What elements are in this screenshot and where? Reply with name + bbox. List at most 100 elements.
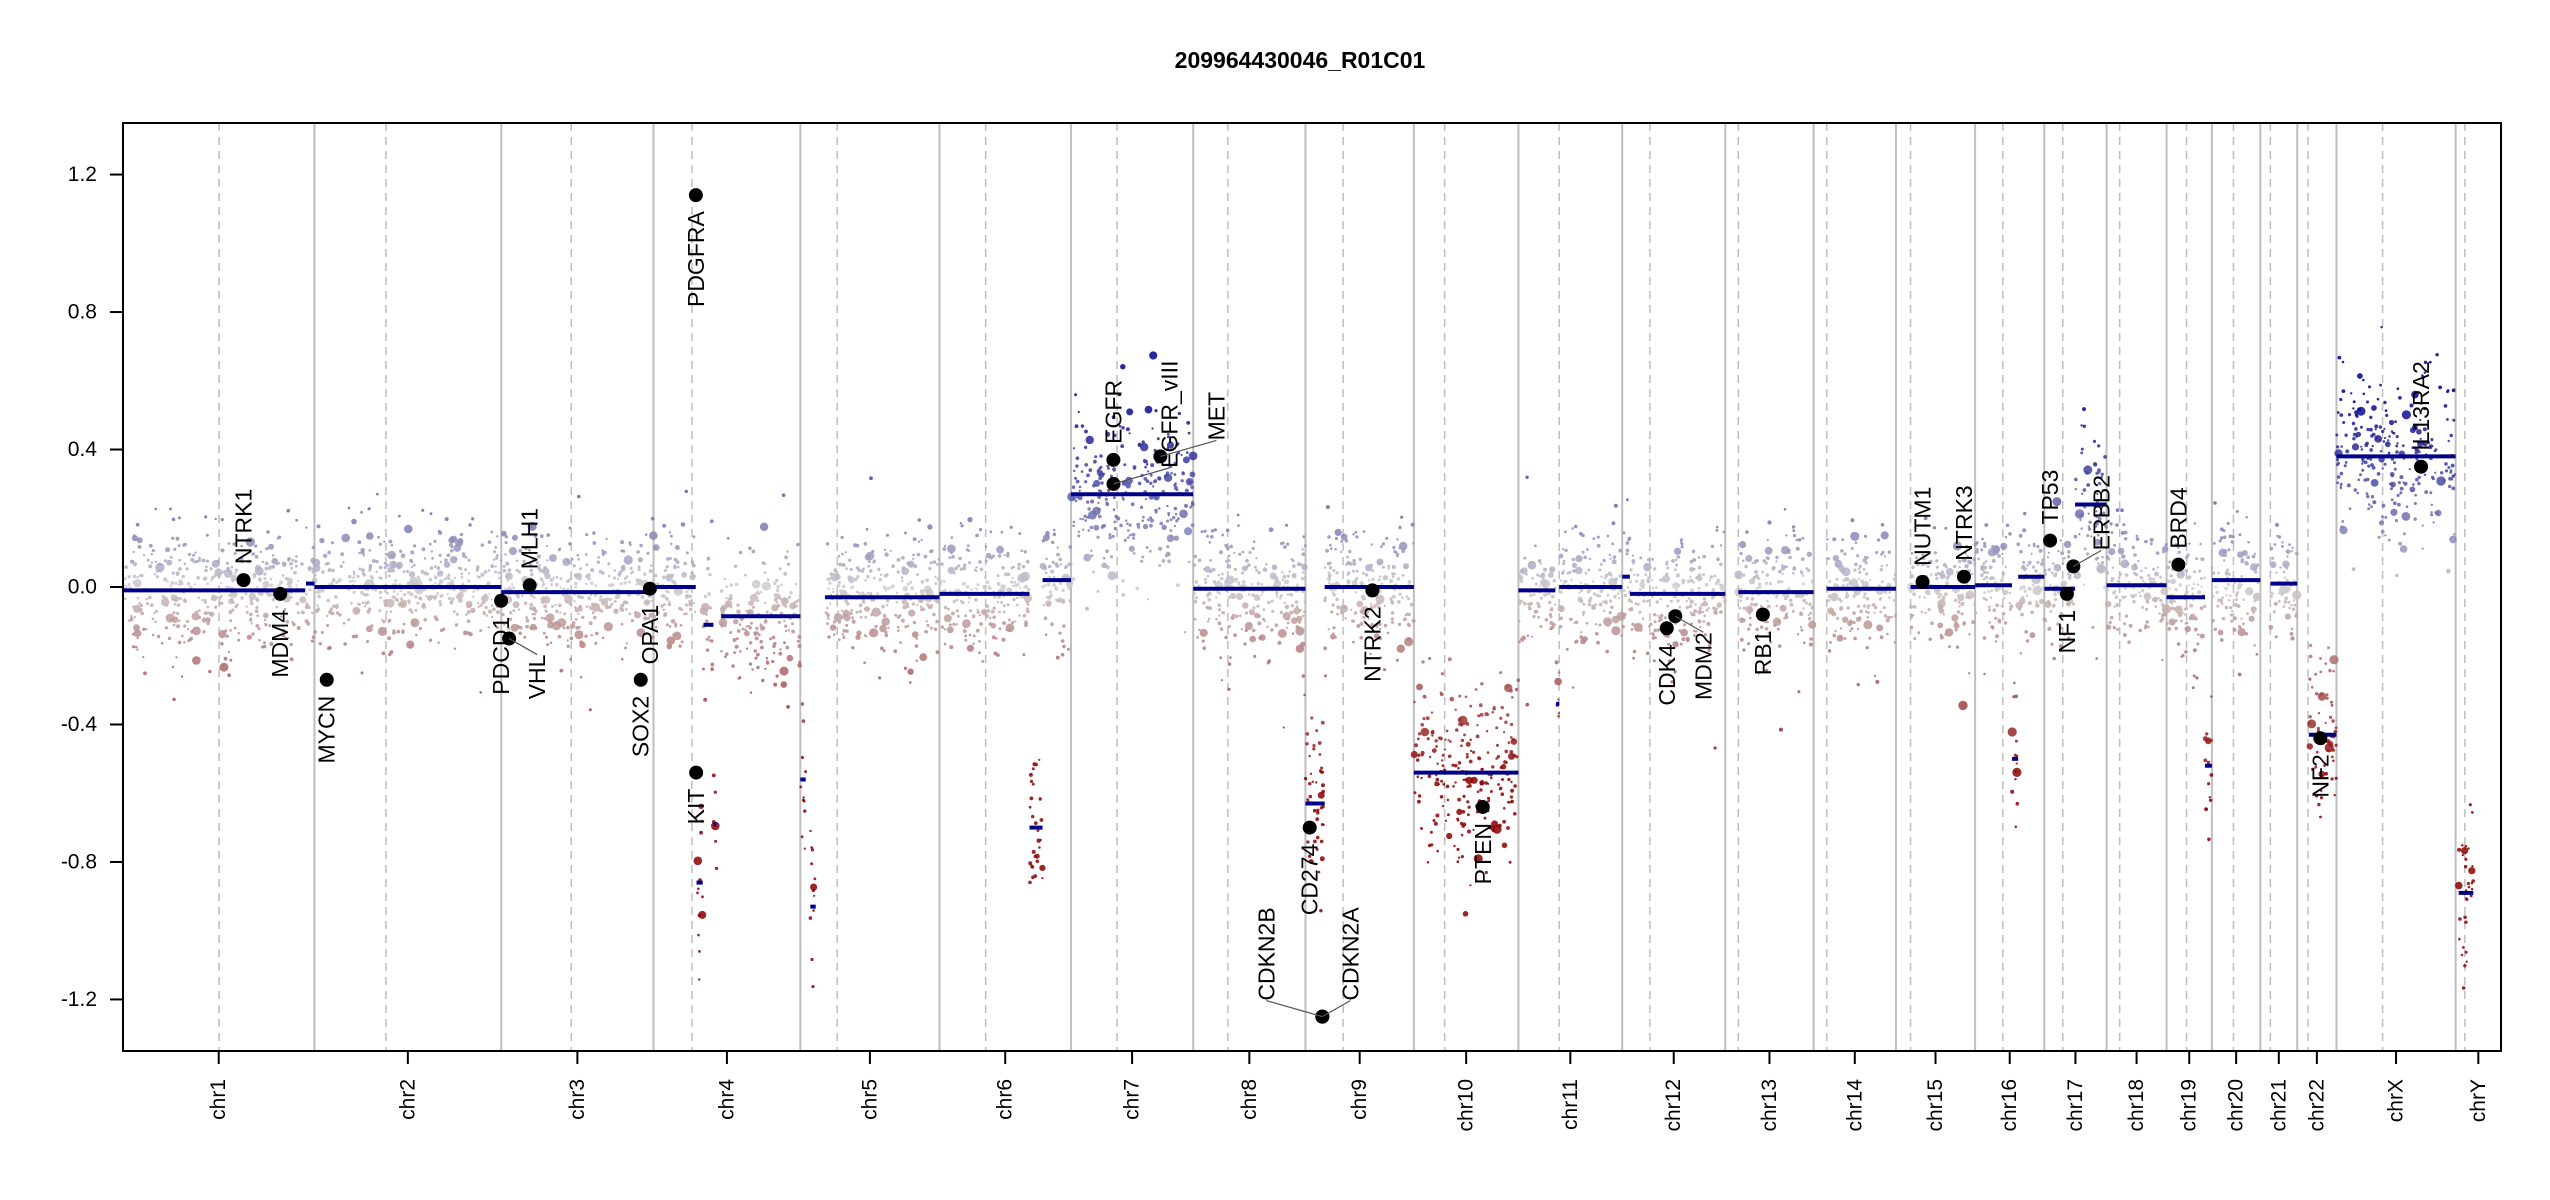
probe-point — [1722, 530, 1726, 534]
probe-point — [1460, 738, 1465, 743]
probe-point — [2141, 606, 2145, 609]
probe-point — [1267, 600, 1271, 605]
probe-point — [2104, 525, 2108, 529]
probe-point — [1312, 747, 1316, 751]
probe-point — [1439, 691, 1442, 694]
probe-point — [2032, 542, 2036, 546]
probe-point — [860, 569, 865, 573]
probe-point — [1944, 565, 1948, 569]
probe-point — [264, 622, 267, 626]
probe-point — [606, 597, 609, 600]
probe-point — [1060, 652, 1065, 657]
probe-point — [592, 615, 597, 620]
probe-point — [1962, 601, 1965, 605]
probe-point — [576, 594, 581, 599]
probe-point — [878, 578, 883, 582]
probe-point — [2308, 643, 2313, 648]
probe-point — [738, 623, 742, 626]
probe-point — [327, 568, 332, 572]
probe-point — [1997, 554, 2001, 558]
probe-point — [1747, 642, 1751, 646]
probe-point — [1295, 626, 1305, 636]
probe-point — [133, 624, 140, 631]
probe-point — [2352, 437, 2356, 441]
probe-point — [2185, 621, 2189, 625]
probe-point — [1554, 660, 1559, 665]
probe-point — [1256, 581, 1261, 586]
probe-point — [1301, 571, 1305, 574]
probe-point — [234, 568, 239, 572]
probe-point — [1835, 583, 1839, 587]
probe-point — [1544, 618, 1549, 622]
probe-point — [289, 657, 294, 662]
probe-point — [1910, 615, 1913, 619]
probe-point — [1562, 559, 1566, 563]
probe-point — [1074, 424, 1079, 429]
probe-point — [2412, 483, 2415, 486]
probe-point — [1508, 860, 1512, 864]
probe-point — [1507, 741, 1511, 744]
probe-point — [241, 560, 245, 563]
probe-point — [1096, 589, 1100, 593]
probe-point — [1436, 849, 1439, 853]
probe-point — [574, 581, 578, 586]
probe-point — [990, 609, 995, 614]
probe-point — [968, 549, 971, 553]
probe-point — [2176, 570, 2185, 579]
probe-point — [1716, 557, 1720, 562]
probe-point — [264, 566, 269, 571]
probe-point — [1334, 536, 1339, 541]
probe-point — [1965, 595, 1969, 599]
probe-point — [1561, 571, 1564, 575]
probe-point — [501, 630, 505, 634]
probe-point — [268, 543, 274, 550]
probe-point — [2250, 567, 2254, 570]
probe-point — [654, 625, 658, 629]
probe-point — [830, 572, 839, 582]
probe-point — [536, 554, 541, 559]
probe-point — [2079, 518, 2082, 522]
probe-point — [2382, 440, 2386, 443]
probe-point — [919, 653, 928, 661]
probe-point — [625, 608, 628, 611]
probe-point — [459, 588, 463, 592]
probe-point — [465, 556, 468, 559]
probe-point — [851, 616, 854, 620]
probe-point — [254, 566, 264, 576]
probe-point — [1454, 708, 1457, 711]
probe-point — [123, 577, 127, 580]
probe-point — [1868, 579, 1871, 582]
probe-point — [2452, 418, 2456, 422]
probe-point — [203, 611, 208, 616]
probe-point — [557, 603, 562, 608]
probe-point — [551, 605, 554, 608]
probe-point — [2195, 557, 2199, 561]
probe-point — [2023, 568, 2026, 572]
probe-point — [1417, 753, 1421, 757]
probe-point — [1417, 732, 1422, 736]
probe-point — [1638, 588, 1642, 591]
probe-point — [2113, 605, 2117, 608]
probe-point — [183, 562, 187, 566]
probe-point — [749, 593, 759, 603]
probe-point — [408, 571, 416, 578]
probe-point — [304, 619, 309, 624]
probe-point — [698, 803, 704, 809]
probe-point — [601, 549, 605, 553]
probe-point — [1429, 830, 1433, 834]
probe-point — [1389, 579, 1393, 583]
probe-point — [620, 603, 625, 608]
probe-point — [1028, 861, 1033, 866]
probe-point — [1638, 610, 1642, 614]
probe-point — [1380, 582, 1384, 586]
probe-point — [2184, 568, 2189, 573]
probe-point — [1077, 410, 1080, 414]
probe-point — [1406, 622, 1411, 627]
probe-point — [234, 604, 238, 609]
probe-point — [1795, 546, 1800, 551]
probe-point — [1465, 776, 1473, 785]
probe-point — [1862, 567, 1866, 571]
probe-point — [1340, 611, 1344, 615]
probe-point — [2063, 633, 2066, 637]
probe-point — [1738, 606, 1742, 610]
